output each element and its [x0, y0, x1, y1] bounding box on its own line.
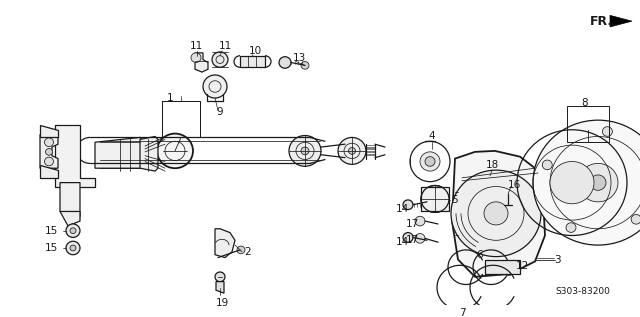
Circle shape	[631, 215, 640, 224]
Circle shape	[203, 75, 227, 98]
Circle shape	[66, 241, 80, 255]
Text: 10: 10	[248, 46, 262, 56]
Bar	[162, 101, 200, 138]
Polygon shape	[240, 56, 265, 67]
Polygon shape	[421, 187, 449, 211]
Circle shape	[451, 170, 541, 257]
Polygon shape	[60, 211, 80, 226]
Circle shape	[501, 181, 515, 194]
Text: 6: 6	[477, 250, 483, 260]
Circle shape	[533, 120, 640, 245]
Text: 16: 16	[508, 179, 520, 190]
Circle shape	[301, 147, 309, 155]
Text: 11: 11	[218, 41, 232, 51]
Polygon shape	[216, 281, 224, 293]
Circle shape	[212, 52, 228, 67]
Circle shape	[415, 216, 425, 226]
Circle shape	[566, 223, 576, 232]
Polygon shape	[452, 151, 545, 277]
Bar	[162, 101, 200, 138]
Polygon shape	[55, 125, 95, 187]
Circle shape	[421, 185, 449, 212]
Text: 5: 5	[452, 195, 458, 205]
Circle shape	[415, 234, 425, 243]
Text: 18: 18	[485, 160, 499, 170]
Circle shape	[301, 61, 309, 69]
Circle shape	[45, 157, 54, 166]
Text: 13: 13	[292, 53, 306, 63]
Circle shape	[542, 160, 552, 170]
Text: 8: 8	[582, 98, 588, 108]
Circle shape	[484, 166, 492, 174]
Circle shape	[432, 196, 438, 202]
Circle shape	[578, 163, 618, 202]
Text: 2: 2	[244, 247, 252, 257]
Text: 4: 4	[429, 132, 435, 141]
Polygon shape	[485, 260, 520, 274]
Polygon shape	[140, 137, 158, 171]
Circle shape	[45, 148, 52, 155]
Polygon shape	[40, 165, 58, 178]
Circle shape	[550, 161, 594, 204]
Text: 15: 15	[45, 226, 58, 236]
Text: 15: 15	[45, 243, 58, 253]
Circle shape	[425, 157, 435, 166]
Circle shape	[484, 202, 508, 225]
Text: 3: 3	[554, 256, 560, 265]
Polygon shape	[40, 134, 58, 168]
Text: FR.: FR.	[590, 15, 613, 28]
Circle shape	[602, 127, 612, 136]
Text: 7: 7	[459, 307, 465, 317]
Circle shape	[403, 200, 413, 210]
Bar	[567, 106, 609, 142]
Polygon shape	[195, 53, 208, 72]
Text: 11: 11	[189, 41, 203, 51]
Text: 1: 1	[166, 93, 173, 103]
Circle shape	[157, 133, 193, 168]
Circle shape	[403, 233, 413, 242]
Circle shape	[289, 136, 321, 166]
Text: 14: 14	[396, 237, 408, 247]
Polygon shape	[95, 138, 145, 168]
Text: S303-83200: S303-83200	[555, 287, 610, 296]
Circle shape	[70, 228, 76, 234]
Text: 12: 12	[515, 261, 529, 271]
Circle shape	[45, 138, 54, 146]
Circle shape	[279, 57, 291, 68]
Circle shape	[237, 246, 245, 254]
Polygon shape	[60, 183, 80, 219]
Circle shape	[590, 175, 606, 190]
Text: 9: 9	[217, 107, 223, 118]
Text: 17: 17	[405, 235, 419, 245]
Text: 19: 19	[216, 298, 228, 308]
Circle shape	[338, 138, 366, 164]
Circle shape	[480, 162, 496, 178]
Polygon shape	[610, 16, 632, 27]
Polygon shape	[215, 229, 235, 258]
Circle shape	[349, 147, 355, 154]
Circle shape	[215, 272, 225, 281]
Circle shape	[70, 245, 76, 251]
Circle shape	[66, 224, 80, 237]
Polygon shape	[40, 125, 58, 138]
Circle shape	[420, 152, 440, 171]
Text: 14: 14	[396, 204, 408, 214]
Circle shape	[191, 53, 201, 62]
Text: 17: 17	[405, 219, 419, 229]
